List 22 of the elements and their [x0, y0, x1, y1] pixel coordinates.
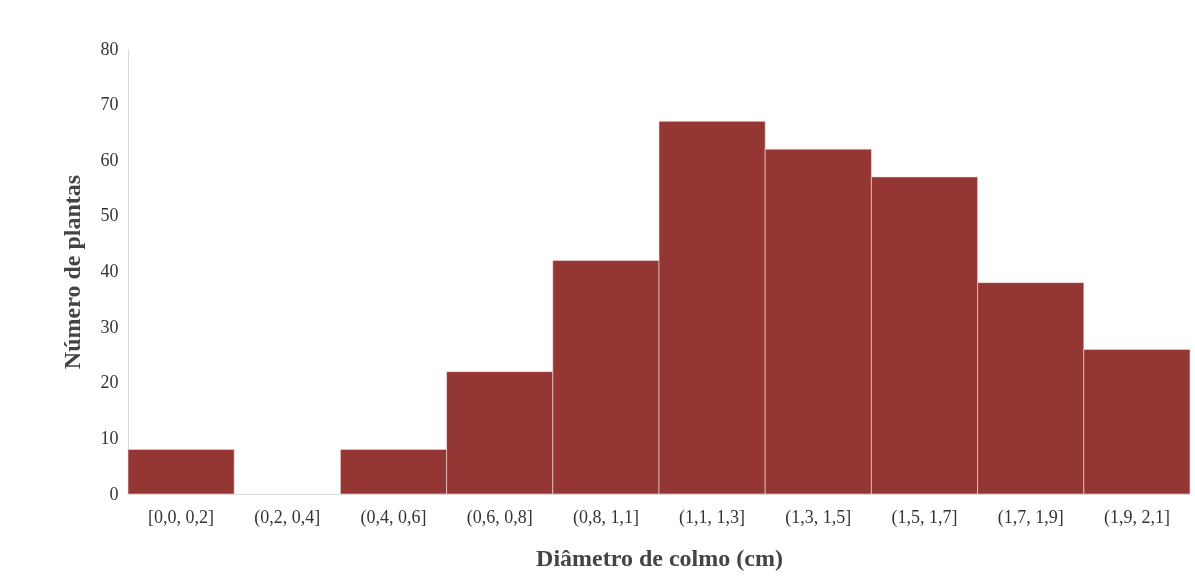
x-tick-label: (0,4, 0,6] — [360, 506, 427, 528]
y-tick-label: 10 — [100, 427, 119, 448]
y-tick-label: 0 — [109, 483, 119, 504]
y-tick-label: 20 — [100, 372, 119, 393]
y-axis-title: Número de plantas — [58, 174, 85, 370]
x-tick-label: (0,8, 1,1] — [572, 506, 639, 528]
x-axis-title: Diâmetro de colmo (cm) — [536, 544, 783, 571]
y-tick-label: 70 — [100, 94, 119, 115]
x-tick-label: (1,3, 1,5] — [785, 506, 852, 528]
x-tick-label: (1,1, 1,3] — [679, 506, 746, 528]
y-tick-label: 30 — [100, 316, 119, 337]
y-tick-label: 50 — [100, 205, 119, 226]
bar — [127, 449, 235, 495]
x-tick-label: [0,0, 0,2] — [148, 506, 215, 527]
x-tick-label: (1,7, 1,9] — [997, 506, 1064, 528]
x-tick-label: (1,9, 2,1] — [1103, 506, 1170, 528]
x-tick-label: (0,6, 0,8] — [466, 506, 533, 528]
y-tick-label: 60 — [100, 149, 119, 170]
y-tick-label: 40 — [100, 261, 119, 281]
x-tick-label: (1,5, 1,7] — [891, 506, 958, 528]
x-tick-label: (0,2, 0,4] — [254, 506, 321, 528]
y-tick-label: 80 — [100, 38, 119, 59]
